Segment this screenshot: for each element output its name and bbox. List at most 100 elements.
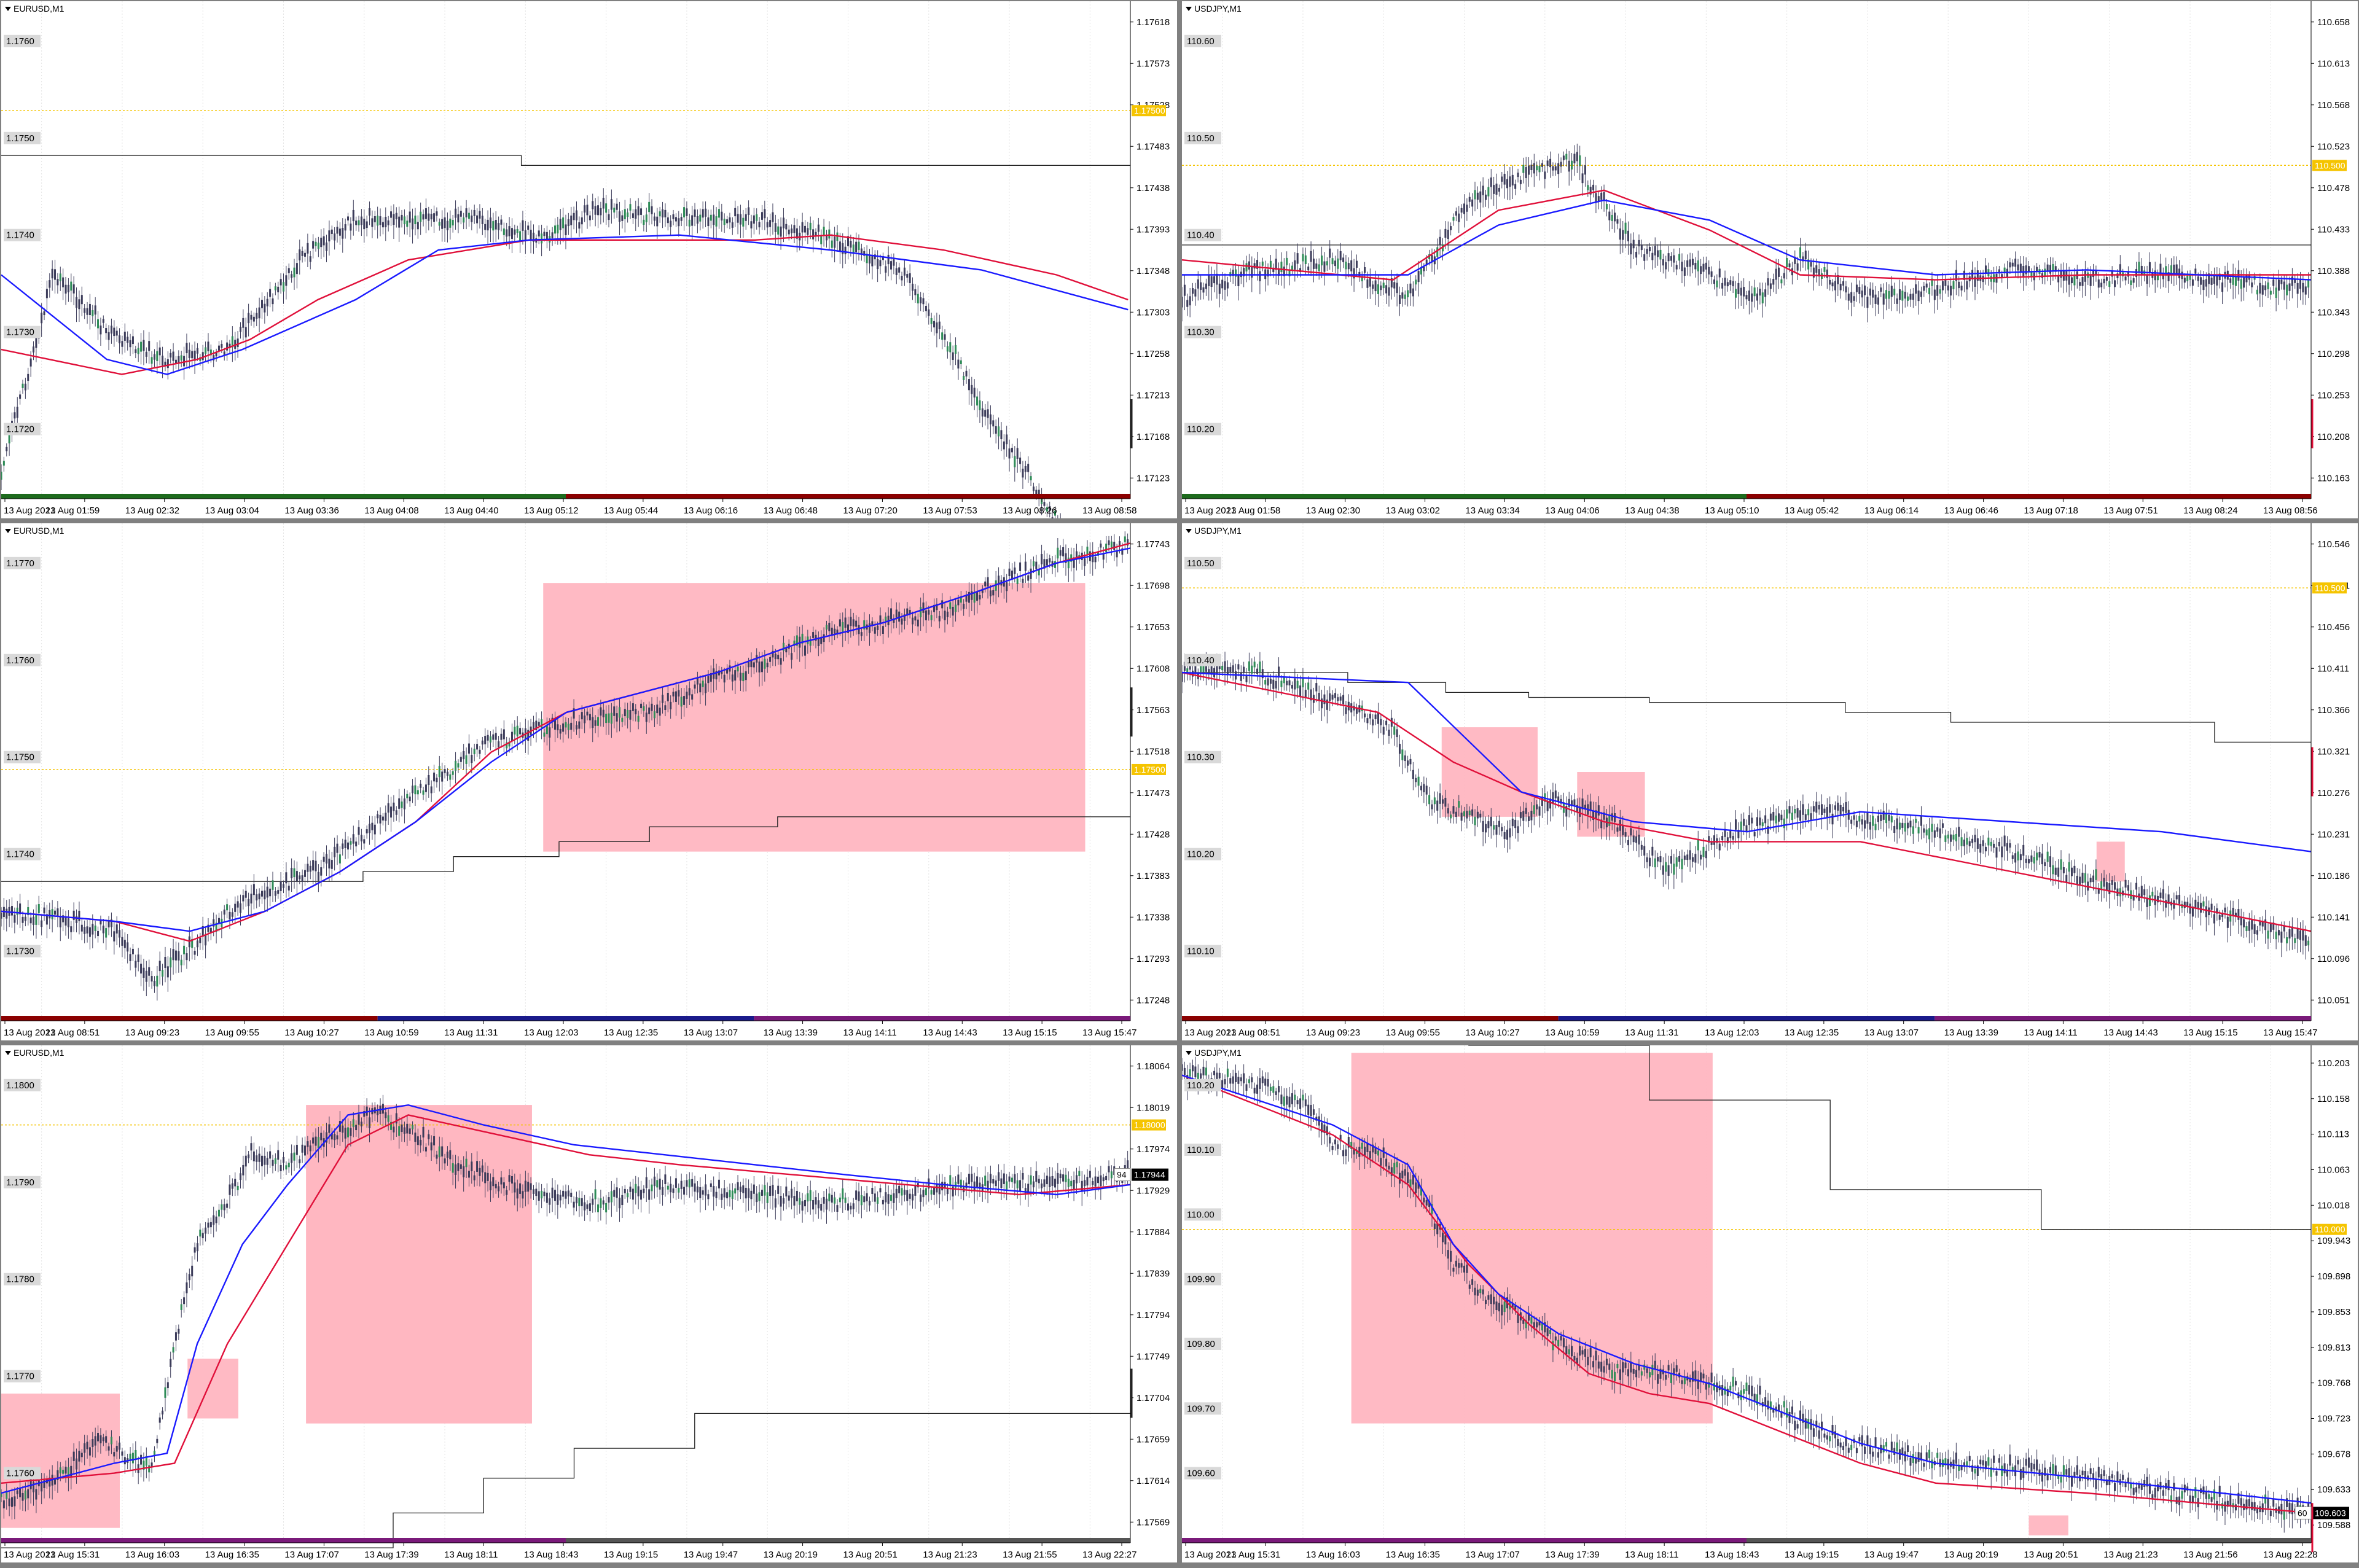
time-tick-label: 13 Aug 20:51 (843, 1550, 897, 1560)
symbol-label: EURUSD,M1 (14, 526, 65, 536)
time-tick-label: 13 Aug 2021 (1184, 1550, 1236, 1560)
collapse-triangle-icon[interactable] (1186, 1050, 1192, 1055)
price-tick-label: 110.456 (2317, 622, 2350, 633)
time-tick-label: 13 Aug 08:51 (1226, 1028, 1280, 1038)
time-tick-label: 13 Aug 22:28 (2263, 1550, 2317, 1560)
price-tick-label: 1.17348 (1136, 266, 1170, 276)
collapse-triangle-icon[interactable] (5, 528, 11, 533)
time-tick-label: 13 Aug 03:34 (1465, 505, 1519, 516)
price-tick-label: 1.17383 (1136, 871, 1170, 881)
grid-price-tag (4, 1273, 41, 1285)
chart-pane-1[interactable]: 1.176181.175731.175281.174831.174381.173… (1, 1, 1177, 518)
chart-canvas[interactable]: 1.18064 1.18019 1.17974 1.17929 1.17884 1.178… (1, 1045, 1177, 1562)
chart-canvas[interactable]: 1.176181.175731.175281.174831.174381.173… (1, 1, 1177, 518)
price-tick-label: 1.17653 (1136, 622, 1170, 633)
time-tick-label: 13 Aug 02:30 (1306, 505, 1360, 516)
price-tick-label: 109.898 (2317, 1271, 2350, 1282)
highlight-zone (2096, 841, 2125, 882)
time-tick-label: 13 Aug 02:32 (125, 505, 179, 516)
time-tick-label: 13 Aug 06:14 (1864, 505, 1919, 516)
grid-price-label: 110.40 (1187, 230, 1215, 241)
price-tick-label: 109.633 (2317, 1484, 2350, 1495)
price-tick-label: 110.063 (2317, 1165, 2350, 1176)
grid-price-tag (4, 423, 41, 435)
grid-price-label: 1.1740 (6, 230, 34, 241)
chart-pane-3[interactable]: 1.17743 1.17698 1.17653 1.17608 1.17563 1.175… (1, 523, 1177, 1040)
price-tick-label: 1.17698 (1136, 580, 1170, 591)
time-tick-label: 13 Aug 03:02 (1386, 505, 1440, 516)
time-tick-label: 13 Aug 17:39 (364, 1550, 418, 1560)
price-tick-label: 1.17248 (1136, 995, 1170, 1005)
chart-canvas[interactable]: 110.546110.501110.456110.411110.366110.3… (1182, 523, 2358, 1040)
grid-price-tag (4, 556, 41, 569)
grid-price-label: 110.50 (1187, 133, 1215, 144)
current-price-tag (1132, 1168, 1168, 1181)
chart-canvas[interactable]: 1.17743 1.17698 1.17653 1.17608 1.17563 1.175… (1, 523, 1177, 1040)
collapse-triangle-icon[interactable] (5, 1050, 11, 1055)
chart-pane-4[interactable]: 110.546110.501110.456110.411110.366110.3… (1182, 523, 2358, 1040)
candles (1, 188, 1061, 518)
price-tick-label: 1.17473 (1136, 788, 1170, 798)
time-tick-label: 13 Aug 08:26 (1003, 505, 1057, 516)
moving-average-fast (1, 234, 1129, 375)
grid-price-tag (1184, 1078, 1221, 1091)
grid-price-tag (1184, 1273, 1221, 1285)
highlight-zone (187, 1359, 238, 1419)
chart-pane-5[interactable]: 1.18064 1.18019 1.17974 1.17929 1.17884 1.178… (1, 1045, 1177, 1562)
time-tick-label: 13 Aug 04:06 (1545, 505, 1599, 516)
grid-price-tag (1184, 1467, 1221, 1480)
time-tick-label: 13 Aug 10:59 (364, 1028, 418, 1038)
grid-price-tag (1184, 1144, 1221, 1156)
grid (1222, 523, 2271, 1021)
spread-text: 60 (2298, 1508, 2307, 1518)
time-tick-label: 13 Aug 16:35 (1386, 1550, 1440, 1560)
price-tick-label: 110.478 (2317, 183, 2350, 193)
session-bar (566, 1538, 1130, 1543)
collapse-triangle-icon[interactable] (5, 6, 11, 11)
time-tick-label: 13 Aug 08:51 (45, 1028, 100, 1038)
session-bar (1182, 494, 1747, 499)
chart-title[interactable]: EURUSD,M1 (5, 4, 64, 14)
session-bar (1182, 1016, 1559, 1021)
price-tick-label: 110.276 (2317, 788, 2350, 798)
chart-pane-2[interactable]: 110.658 110.613 110.568 110.523 110.478 110.4… (1182, 1, 2358, 518)
grid-price-label: 109.70 (1187, 1403, 1215, 1414)
chart-pane-6[interactable]: 110.203 110.158 110.113 110.063 110.018 109.9… (1182, 1045, 2358, 1562)
chart-title[interactable]: EURUSD,M1 (5, 526, 64, 536)
time-tick-label: 13 Aug 05:10 (1705, 505, 1759, 516)
collapse-triangle-icon[interactable] (1186, 528, 1192, 533)
chart-title[interactable]: EURUSD,M1 (5, 1048, 64, 1058)
price-tick-label: 1.17338 (1136, 912, 1170, 922)
session-bar (566, 494, 1130, 499)
grid-price-label: 109.80 (1187, 1339, 1215, 1349)
chart-title[interactable]: USDJPY,M1 (1186, 526, 1242, 536)
level-price-tag (2312, 160, 2347, 171)
time-tick-label: 13 Aug 09:55 (205, 1028, 259, 1038)
time-tick-label: 13 Aug 17:39 (1545, 1550, 1599, 1560)
grid-price-tag (1184, 1338, 1221, 1350)
price-tick-label: 110.231 (2317, 829, 2350, 840)
price-tick-label: 1.17573 (1136, 58, 1170, 69)
spread-box (1114, 1168, 1131, 1182)
time-tick-label: 13 Aug 11:31 (1625, 1028, 1678, 1038)
chart-canvas[interactable]: 110.203 110.158 110.113 110.063 110.018 109.9… (1182, 1045, 2358, 1562)
grid-price-label: 109.60 (1187, 1469, 1215, 1479)
collapse-triangle-icon[interactable] (1186, 6, 1192, 11)
time-tick-label: 13 Aug 14:11 (843, 1028, 896, 1038)
time-tick-label: 13 Aug 12:03 (524, 1028, 578, 1038)
chart-title[interactable]: USDJPY,M1 (1186, 1048, 1242, 1058)
grid-price-label: 110.20 (1187, 849, 1215, 860)
chart-canvas[interactable]: 110.658 110.613 110.568 110.523 110.478 110.4… (1182, 1, 2358, 518)
chart-title[interactable]: USDJPY,M1 (1186, 4, 1242, 14)
time-tick-label: 13 Aug 15:47 (1082, 1028, 1136, 1038)
session-bar (1, 1538, 566, 1543)
time-tick-label: 13 Aug 18:11 (444, 1550, 498, 1560)
price-tick-label: 1.17123 (1136, 473, 1170, 483)
time-tick-label: 13 Aug 11:31 (444, 1028, 498, 1038)
session-bar (1747, 494, 2311, 499)
grid-price-label: 1.1770 (6, 558, 34, 569)
time-tick-label: 13 Aug 10:27 (1465, 1028, 1519, 1038)
grid-price-tag (1184, 945, 1221, 958)
grid-price-tag (4, 1078, 41, 1091)
moving-average-fast (1, 547, 1131, 932)
